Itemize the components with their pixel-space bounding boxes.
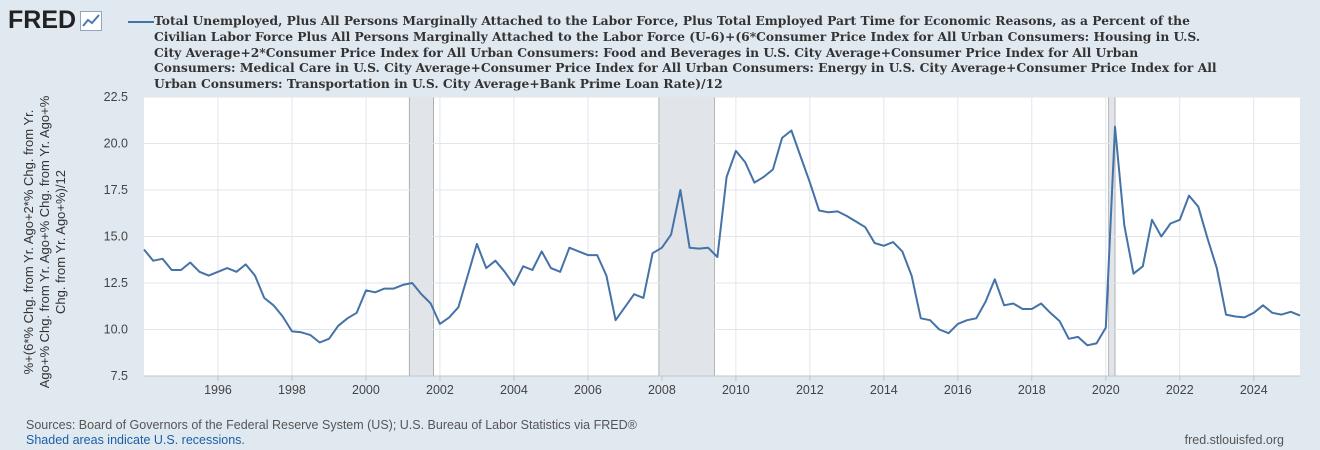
x-tick-label: 2018 [1018, 383, 1046, 397]
x-tick-label: 2008 [648, 383, 676, 397]
x-tick-label: 1996 [204, 383, 232, 397]
x-tick-label: 2022 [1166, 383, 1194, 397]
x-tick-label: 2020 [1092, 383, 1120, 397]
x-tick-label: 2004 [500, 383, 528, 397]
x-tick-label: 2014 [870, 383, 898, 397]
fred-logo-text: FRED [8, 6, 77, 34]
x-tick-label: 2012 [796, 383, 824, 397]
y-tick-label: 17.5 [104, 183, 128, 197]
y-tick-label: 12.5 [104, 276, 128, 290]
legend-line-swatch [128, 21, 154, 23]
x-tick-label: 2006 [574, 383, 602, 397]
y-tick-label: 20.0 [104, 137, 128, 151]
y-tick-label: 15.0 [104, 230, 128, 244]
recessions-note: Shaded areas indicate U.S. recessions. [26, 433, 245, 447]
x-tick-label: 1998 [278, 383, 306, 397]
fred-logo[interactable]: FRED [8, 6, 103, 35]
x-tick-label: 2024 [1240, 383, 1268, 397]
x-tick-label: 2000 [352, 383, 380, 397]
y-tick-label: 10.0 [104, 323, 128, 337]
y-tick-label: 22.5 [104, 90, 128, 104]
x-tick-label: 2016 [944, 383, 972, 397]
y-tick-label: 7.5 [111, 369, 128, 383]
line-graph-icon [80, 10, 103, 31]
series-line [143, 125, 1301, 347]
chart-legend: Total Unemployed, Plus All Persons Margi… [128, 13, 1218, 92]
fred-url-link[interactable]: fred.stlouisfed.org [1184, 433, 1284, 447]
sources-note: Sources: Board of Governors of the Feder… [26, 418, 637, 432]
x-tick-label: 2010 [722, 383, 750, 397]
x-tick-label: 2002 [426, 383, 454, 397]
legend-series-label: Total Unemployed, Plus All Persons Margi… [154, 13, 1217, 92]
